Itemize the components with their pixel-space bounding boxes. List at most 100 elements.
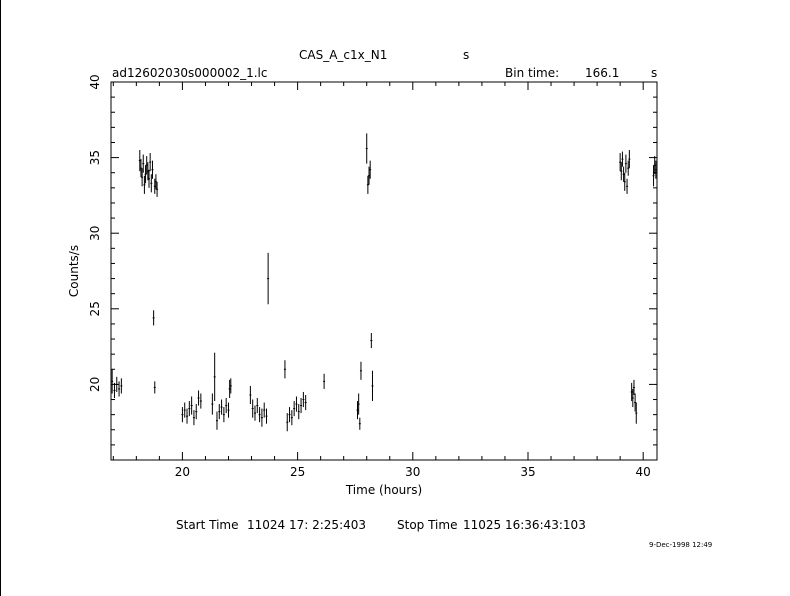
- data-point: [624, 154, 627, 173]
- y-tick-label: 30: [88, 226, 102, 241]
- y-axis-label: Counts/s: [67, 245, 81, 297]
- data-point: [357, 393, 360, 415]
- data-point: [190, 396, 193, 415]
- data-point: [253, 405, 256, 421]
- data-point: [227, 402, 230, 418]
- data-point: [151, 160, 154, 179]
- data-point: [148, 169, 151, 188]
- data-point: [211, 393, 214, 415]
- data-point: [153, 381, 156, 394]
- y-tick-label: 20: [88, 377, 102, 392]
- data-point: [149, 153, 152, 172]
- y-tick-label: 35: [88, 150, 102, 165]
- data-point: [267, 252, 270, 305]
- stop-time-label: Stop Time: [397, 518, 458, 532]
- data-point: [186, 408, 189, 424]
- data-point: [304, 394, 307, 411]
- data-point: [256, 398, 259, 414]
- data-point: [143, 175, 146, 194]
- data-point: [365, 133, 368, 164]
- plot-frame: [110, 81, 658, 461]
- bin-time-label: Bin time:: [505, 66, 560, 80]
- data-point: [359, 361, 362, 380]
- file-name: ad12602030s000002_1.lc: [112, 66, 268, 80]
- x-tick-label: 30: [405, 465, 420, 479]
- data-point: [652, 165, 655, 187]
- axis-tick-labels: 20 25 30 35 40 20 25 30 35 40: [88, 74, 651, 479]
- data-point: [218, 404, 221, 420]
- data-point: [118, 381, 121, 397]
- data-point: [283, 360, 286, 379]
- data-point: [295, 396, 298, 412]
- data-point: [115, 376, 118, 392]
- data-point: [229, 378, 232, 394]
- x-axis-label: Time (hours): [345, 483, 422, 497]
- data-point: [371, 370, 374, 402]
- window-left-border: [0, 0, 1, 596]
- stop-time-value: 11025 16:36:43:103: [463, 518, 586, 532]
- data-point: [620, 162, 623, 181]
- data-point: [626, 178, 629, 194]
- data-point: [215, 411, 218, 430]
- data-point: [220, 399, 223, 415]
- data-point: [188, 401, 191, 417]
- data-point: [183, 402, 186, 418]
- data-point: [369, 160, 372, 179]
- data-point: [141, 168, 144, 187]
- data-point: [300, 398, 303, 414]
- data-point: [150, 174, 153, 193]
- data-point: [213, 352, 216, 402]
- data-point: [195, 404, 198, 420]
- data-point: [288, 407, 291, 423]
- data-point: [225, 398, 228, 414]
- data-point: [197, 390, 200, 406]
- data-point: [654, 160, 657, 179]
- data-point: [631, 388, 634, 408]
- data-point: [113, 382, 116, 399]
- data-point: [192, 410, 195, 426]
- data-point: [623, 172, 626, 191]
- axis-ticks: [111, 81, 657, 461]
- data-point: [370, 332, 373, 349]
- data-point: [181, 407, 184, 423]
- data-point: [293, 401, 296, 417]
- data-point: [120, 378, 123, 394]
- y-tick-label: 25: [88, 301, 102, 316]
- x-tick-label: 40: [636, 465, 651, 479]
- data-point: [358, 417, 361, 430]
- data-point: [302, 391, 305, 408]
- data-point: [628, 150, 631, 169]
- start-time-value: 11024 17: 2:25:403: [247, 518, 367, 532]
- x-tick-label: 35: [520, 465, 535, 479]
- data-point: [111, 369, 114, 394]
- data-point: [632, 379, 635, 395]
- bin-time-value: 166.1: [585, 66, 620, 80]
- data-point: [222, 407, 225, 423]
- bin-time-unit: s: [651, 66, 658, 80]
- data-point: [290, 410, 293, 426]
- object-name: CAS_A_c1x_N1: [299, 48, 388, 62]
- x-tick-label: 20: [175, 465, 190, 479]
- data-point: [142, 154, 145, 173]
- data-point: [297, 404, 300, 420]
- data-point: [199, 393, 202, 409]
- data-points: [111, 133, 657, 432]
- plot-timestamp: 9-Dec-1998 12:49: [649, 541, 713, 549]
- data-point: [263, 402, 266, 418]
- object-unit: s: [463, 48, 470, 62]
- data-point: [251, 399, 254, 418]
- start-time-label: Start Time: [176, 518, 239, 532]
- data-point: [286, 413, 289, 432]
- y-tick-label: 40: [88, 74, 102, 89]
- data-point: [258, 407, 261, 423]
- data-point: [249, 385, 252, 405]
- data-point: [260, 408, 263, 427]
- data-point: [635, 402, 638, 424]
- x-tick-label: 25: [290, 465, 305, 479]
- data-point: [156, 181, 159, 197]
- data-point: [265, 408, 268, 424]
- data-point: [152, 310, 155, 326]
- data-point: [323, 373, 326, 389]
- data-point: [621, 151, 624, 167]
